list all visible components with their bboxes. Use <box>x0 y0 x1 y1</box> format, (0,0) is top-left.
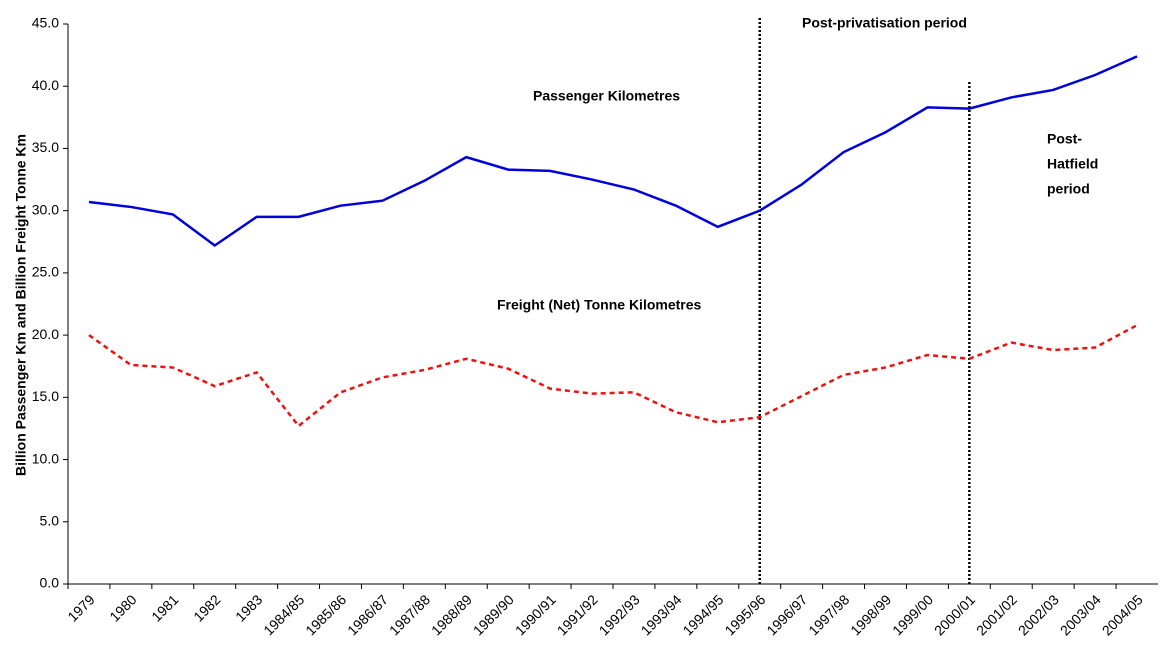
x-tick-label: 1989/90 <box>470 591 517 638</box>
annotation: Post-privatisation period <box>802 15 967 31</box>
x-tick-label: 1983 <box>232 591 265 624</box>
x-tick-label: 1988/89 <box>428 591 475 638</box>
annotation: Post- <box>1047 131 1082 147</box>
x-tick-label: 1992/93 <box>596 591 643 638</box>
x-tick-label: 1985/86 <box>302 591 349 638</box>
series-label: Passenger Kilometres <box>533 88 680 104</box>
x-tick-label: 2003/04 <box>1057 591 1104 638</box>
x-tick-label: 2000/01 <box>931 591 978 638</box>
y-tick-label: 10.0 <box>32 450 59 466</box>
annotation: Hatfield <box>1047 156 1098 172</box>
x-tick-label: 1980 <box>106 591 139 624</box>
x-tick-label: 1994/95 <box>679 591 726 638</box>
annotation: period <box>1047 181 1090 197</box>
y-axis-label: Billion Passenger Km and Billion Freight… <box>13 134 29 476</box>
y-tick-label: 5.0 <box>40 512 60 528</box>
x-tick-label: 1981 <box>148 591 181 624</box>
y-tick-label: 25.0 <box>32 264 59 280</box>
x-tick-label: 1979 <box>64 591 97 624</box>
x-tick-label: 1991/92 <box>554 591 601 638</box>
x-tick-label: 1987/88 <box>386 591 433 638</box>
x-tick-label: 1986/87 <box>344 591 391 638</box>
x-tick-label: 1984/85 <box>260 591 307 638</box>
x-tick-label: 1995/96 <box>721 591 768 638</box>
x-tick-label: 1996/97 <box>763 591 810 638</box>
y-tick-label: 20.0 <box>32 326 59 342</box>
x-tick-label: 1990/91 <box>512 591 559 638</box>
y-tick-label: 0.0 <box>40 575 60 591</box>
series-label: Freight (Net) Tonne Kilometres <box>497 297 702 313</box>
y-tick-label: 15.0 <box>32 388 59 404</box>
x-tick-label: 1982 <box>190 591 223 624</box>
y-tick-label: 40.0 <box>32 77 59 93</box>
x-tick-label: 2004/05 <box>1099 591 1146 638</box>
x-tick-label: 1999/00 <box>889 591 936 638</box>
x-tick-label: 2001/02 <box>973 591 1020 638</box>
series-line <box>88 324 1138 428</box>
y-tick-label: 30.0 <box>32 201 59 217</box>
x-tick-label: 1993/94 <box>638 591 685 638</box>
x-tick-label: 2002/03 <box>1015 591 1062 638</box>
x-tick-label: 1997/98 <box>805 591 852 638</box>
y-tick-label: 45.0 <box>32 15 59 31</box>
series-line <box>88 55 1138 248</box>
x-tick-label: 1998/99 <box>847 591 894 638</box>
y-tick-label: 35.0 <box>32 139 59 155</box>
